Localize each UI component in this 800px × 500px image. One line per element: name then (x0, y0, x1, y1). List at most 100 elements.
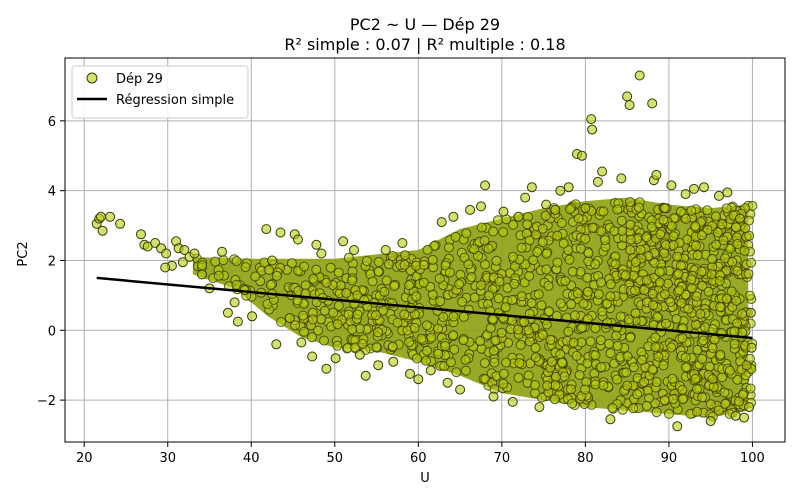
dense-band-point (435, 296, 446, 307)
dense-band-point (607, 402, 618, 413)
scatter-point (293, 234, 303, 245)
scatter-point (705, 416, 716, 427)
dense-band-point (523, 370, 534, 381)
scatter-point (261, 224, 272, 235)
dense-band-point (711, 211, 721, 222)
dense-band-point (514, 358, 525, 369)
scatter-point (577, 150, 587, 161)
scatter-point (179, 245, 190, 255)
dense-band-point (622, 380, 633, 391)
dense-band-point (421, 320, 432, 331)
scatter-point (97, 225, 108, 236)
dense-band-point (745, 290, 755, 301)
scatter-point (136, 229, 146, 240)
scatter-point (689, 183, 699, 194)
dense-band-point (625, 332, 636, 343)
dense-band-point (724, 365, 735, 376)
dense-band-point (271, 270, 282, 281)
dense-band-point (727, 256, 738, 267)
dense-band-point (715, 301, 726, 312)
dense-band-point (713, 405, 724, 416)
dense-band-point (628, 362, 639, 373)
scatter-point (436, 217, 447, 228)
dense-band-point (702, 205, 713, 216)
scatter-point (316, 248, 327, 259)
dense-band-point (739, 245, 750, 256)
dense-band-point (426, 332, 437, 343)
scatter-point (616, 173, 627, 184)
dense-band-point (543, 280, 554, 291)
dense-band-point (612, 374, 622, 385)
scatter-point (307, 351, 318, 362)
dense-band-point (677, 385, 688, 395)
dense-band-point (697, 280, 708, 291)
dense-band-point (630, 308, 641, 319)
dense-band-point (381, 275, 392, 286)
scatter-point (647, 98, 658, 109)
dense-band-point (444, 242, 454, 253)
dense-band-point (559, 371, 570, 382)
dense-band-point (298, 310, 309, 321)
dense-band-point (639, 285, 650, 295)
dense-band-point (332, 340, 343, 351)
dense-band-point (308, 273, 319, 284)
scatter-point (550, 204, 561, 215)
dense-band-point (569, 310, 580, 321)
dense-band-point (536, 392, 547, 403)
dense-band-point (489, 357, 500, 368)
scatter-point (271, 339, 282, 350)
y-tick-label: 2 (48, 254, 56, 269)
dense-band-point (361, 256, 372, 266)
scatter-point (360, 370, 371, 381)
dense-band-point (690, 240, 701, 251)
scatter-point (651, 169, 662, 180)
dense-band-point (250, 271, 261, 282)
dense-band-point (658, 214, 669, 225)
dense-band-point (357, 338, 368, 349)
x-axis-label: U (420, 471, 430, 486)
dense-band-point (343, 309, 354, 320)
dense-band-point (587, 222, 598, 233)
dense-band-point (595, 335, 606, 346)
scatter-point (488, 391, 499, 402)
dense-band-point (488, 345, 499, 356)
dense-band-point (319, 335, 329, 346)
scatter-point (480, 180, 491, 191)
dense-band-point (515, 339, 526, 350)
dense-band-point (703, 286, 714, 297)
dense-band-point (522, 219, 533, 230)
dense-band-point (449, 344, 460, 355)
scatter-point (229, 297, 240, 308)
dense-band-point (231, 256, 242, 267)
dense-band-point (550, 380, 561, 391)
dense-band-point (509, 278, 520, 289)
dense-band-point (333, 267, 344, 278)
dense-band-point (476, 222, 487, 233)
dense-band-point (590, 350, 601, 361)
dense-band-point (622, 351, 633, 362)
scatter-point (413, 374, 424, 385)
dense-band-point (573, 213, 584, 224)
dense-band-point (604, 338, 614, 349)
dense-band-point (313, 325, 324, 336)
scatter-point (296, 337, 307, 348)
scatter-point (397, 238, 408, 248)
dense-band-point (692, 250, 703, 261)
regression-line-group (96, 276, 753, 340)
dense-band-point (421, 355, 431, 366)
scatter-point (734, 213, 745, 224)
dense-band-point (530, 352, 541, 363)
scatter-point (672, 421, 683, 432)
dense-band-point (458, 335, 469, 346)
dense-band-point (492, 215, 503, 226)
dense-band-point (218, 255, 229, 266)
scatter-point (425, 365, 436, 376)
dense-band-point (632, 389, 643, 400)
dense-band-point (677, 333, 688, 344)
dense-band-point (411, 291, 422, 302)
dense-band-point (686, 274, 697, 285)
scatter-point (534, 402, 545, 413)
dense-band-point (560, 276, 571, 287)
scatter-point (520, 192, 531, 203)
